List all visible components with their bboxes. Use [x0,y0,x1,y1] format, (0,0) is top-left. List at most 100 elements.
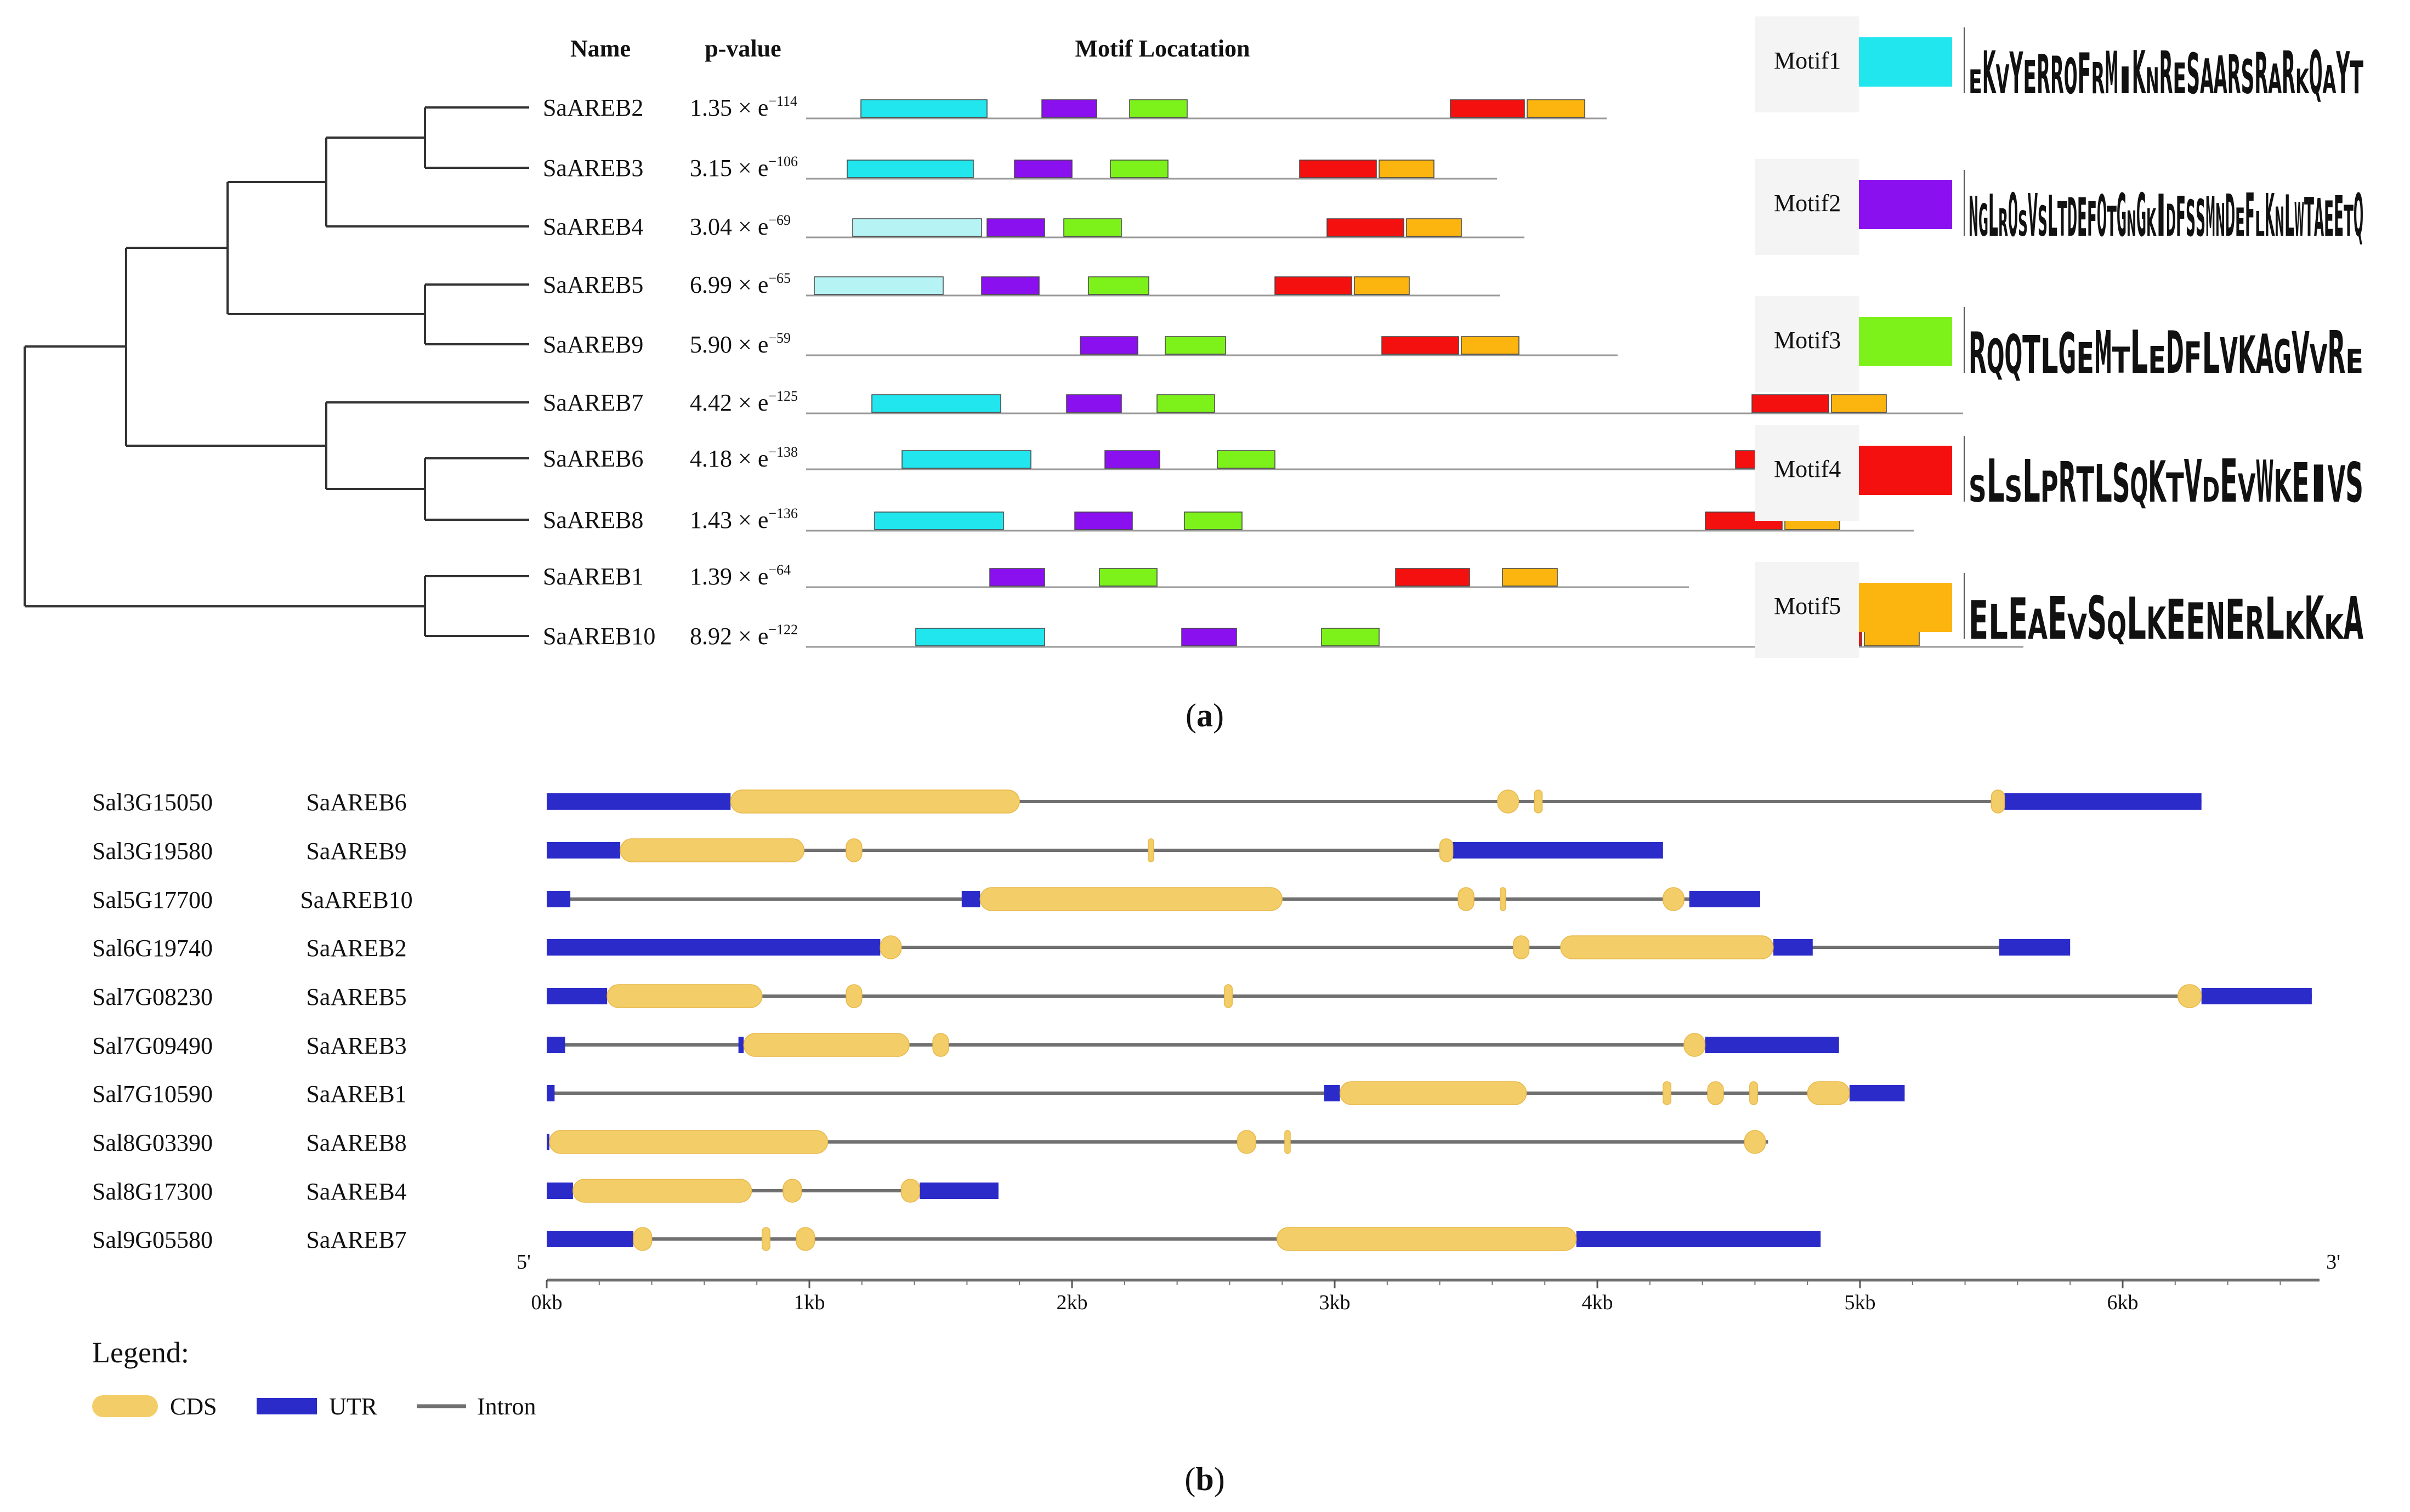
logo-letter: G [2273,331,2292,384]
logo-letter: T [2112,340,2130,382]
gene-row-saareb10: Sal5G17700 SaAREB10 [92,886,1760,913]
utr-block [1999,939,2071,956]
logo-letter: I [2156,183,2166,250]
kb-axis-tick-label: 0kb [531,1291,563,1314]
logo-letter: E [2225,589,2245,652]
logo-letter: K [2284,604,2305,648]
logo-letter: E [2008,587,2028,652]
logo-letter: T [2022,325,2040,385]
logo-letter: E [2186,593,2205,651]
motif-1-box [901,450,1031,469]
motif-legend-swatch [1859,180,1952,229]
legend-intron-label: Intron [477,1393,536,1420]
motif-1-box [915,628,1045,646]
cds-block [1534,789,1543,814]
logo-letter: P [2040,463,2059,512]
motif-row-saareb6: SaAREB6 4.18 × e−138 [543,444,1947,472]
motif-4-box [1326,218,1404,237]
cds-block [2177,984,2202,1008]
logo-letter: A [2200,48,2214,105]
gene-row-saareb6: Sal3G15050 SaAREB6 [92,789,2202,816]
motif-legend-label: Motif4 [1774,456,1841,482]
utr-block [547,939,881,956]
motif-4-box [1450,99,1525,118]
logo-letter: N [2275,198,2284,245]
logo-letter: A [2214,45,2227,106]
logo-letter: E [2048,586,2067,653]
logo-letter: K [2295,62,2310,101]
gene-name: SaAREB2 [543,94,643,121]
logo-letter: F [2184,333,2202,383]
p-value: 1.43 × e−136 [690,505,798,533]
motif-2-box [1041,99,1097,118]
gene-row-saareb8: Sal8G03390 SaAREB8 [92,1129,1768,1156]
motif-4-box [1395,568,1470,587]
gene-id: Sal8G03390 [92,1129,213,1156]
cds-block [1500,887,1506,911]
motif-legend-2: Motif2 N G L R O S V S L T D E F O T G N G K I D F S S M N D E F L K N L W… [1755,159,2363,255]
motif-2-box [1074,511,1133,530]
cds-block [1991,789,2005,814]
cds-block [1512,935,1530,959]
logo-letter: L [2048,184,2057,249]
logo-letter: L [2130,318,2148,387]
logo-letter: D [2202,471,2220,510]
logo-letter: Y [2336,41,2350,107]
logo-letter: A [2268,56,2282,103]
cds-block [979,887,1283,911]
logo-letter: M [2105,40,2118,107]
legend-cds-swatch [92,1395,158,1417]
gene-id: Sal9G05580 [92,1226,213,1253]
motif-2-box [1181,628,1237,646]
logo-letter: N [2146,60,2159,102]
motif-2-box [989,568,1045,587]
gene-name: SaAREB1 [543,563,643,590]
logo-letter: S [2241,51,2255,105]
p-value-mantissa: 5.90 × e [690,331,768,358]
tree-node-areb5-areb9 [228,285,426,344]
cds-block [1807,1081,1850,1105]
logo-letter: S [2087,584,2107,653]
motif-logo: S L S L P R T L S Q KT V D E V W KE I V S [1964,436,2363,516]
logo-letter: L [2127,586,2146,653]
header-name: Name [570,35,631,62]
logo-letter: E [2148,339,2166,382]
logo-letter: K [2132,38,2146,107]
logo-letter: L [2040,328,2059,384]
logo-letter: S [2112,453,2130,515]
logo-letter: O [2008,181,2018,250]
logo-letter: L [2202,321,2220,386]
motif-3-box [1129,99,1188,118]
utr-block [1689,891,1760,907]
cds-block [1148,838,1154,862]
cds-block [1560,935,1774,959]
gene-id: Sal7G08230 [92,984,213,1010]
logo-letter: T [2344,197,2354,246]
logo-letter: G [1978,195,1988,246]
gene-name: SaAREB7 [306,1226,406,1253]
header-pvalue: p-value [705,35,781,62]
motif-3-box [1063,218,1122,237]
legend-cds-label: CDS [170,1393,217,1420]
cds-block [549,1130,829,1154]
p-value-mantissa: 8.92 × e [690,623,768,650]
logo-letter: T [2166,464,2184,511]
phylogenetic-tree [24,106,529,637]
gene-row-saareb3: Sal7G09490 SaAREB3 [92,1032,1839,1059]
gene-name: SaAREB8 [306,1129,406,1156]
motif-5-box [1502,568,1558,587]
logo-letter: R [2328,318,2346,387]
logo-letter: D [2166,320,2184,387]
logo-letter: Q [2354,183,2363,250]
gene-id: Sal6G19740 [92,935,213,962]
logo-letter: R [2037,43,2050,106]
cds-block [880,935,902,959]
logo-letter: E [2023,52,2037,104]
p-value: 8.92 × e−122 [690,622,798,650]
gene-id: Sal5G17700 [92,886,213,913]
kb-axis-tick-label: 5kb [1845,1291,1876,1314]
motif-4-box [1751,394,1829,413]
logo-letter: F [2245,181,2255,250]
motif-legend-swatch [1859,317,1952,366]
